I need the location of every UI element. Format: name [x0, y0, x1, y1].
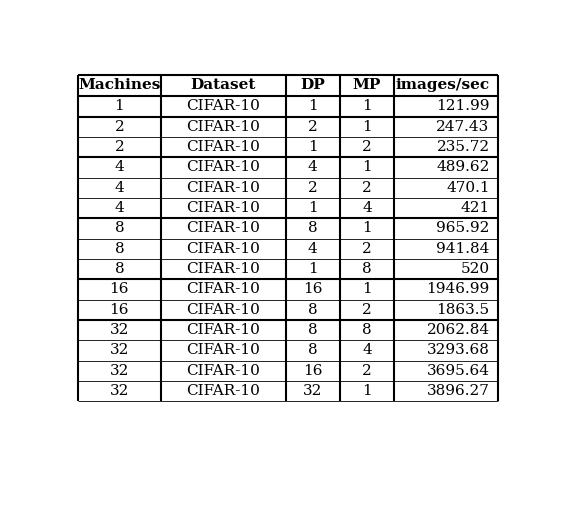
Text: 8: 8: [308, 343, 318, 358]
Text: CIFAR-10: CIFAR-10: [186, 364, 260, 378]
Text: 1: 1: [362, 120, 372, 134]
Text: 16: 16: [303, 364, 323, 378]
Text: CIFAR-10: CIFAR-10: [186, 242, 260, 256]
Text: 421: 421: [460, 201, 490, 215]
Text: 1: 1: [362, 384, 372, 398]
Text: 1: 1: [308, 100, 318, 113]
Text: 2: 2: [362, 242, 372, 256]
Text: CIFAR-10: CIFAR-10: [186, 140, 260, 154]
Text: 16: 16: [110, 303, 129, 316]
Text: 32: 32: [110, 364, 129, 378]
Text: 2: 2: [362, 140, 372, 154]
Text: 8: 8: [362, 323, 372, 337]
Text: 16: 16: [110, 282, 129, 296]
Text: 1: 1: [308, 262, 318, 276]
Text: 1: 1: [115, 100, 124, 113]
Text: 8: 8: [308, 303, 318, 316]
Text: 2062.84: 2062.84: [427, 323, 490, 337]
Text: 1: 1: [362, 100, 372, 113]
Text: 1: 1: [308, 201, 318, 215]
Text: 3293.68: 3293.68: [427, 343, 490, 358]
Text: 4: 4: [362, 201, 372, 215]
Text: 4: 4: [115, 201, 124, 215]
Text: 1863.5: 1863.5: [437, 303, 490, 316]
Text: 2: 2: [362, 181, 372, 195]
Text: MP: MP: [353, 78, 381, 92]
Text: CIFAR-10: CIFAR-10: [186, 262, 260, 276]
Text: 965.92: 965.92: [436, 221, 490, 235]
Text: 520: 520: [460, 262, 490, 276]
Text: 2: 2: [362, 303, 372, 316]
Text: 2: 2: [308, 120, 318, 134]
Text: 32: 32: [110, 323, 129, 337]
Text: CIFAR-10: CIFAR-10: [186, 201, 260, 215]
Text: 235.72: 235.72: [437, 140, 490, 154]
Text: 32: 32: [110, 343, 129, 358]
Text: 247.43: 247.43: [437, 120, 490, 134]
Text: CIFAR-10: CIFAR-10: [186, 100, 260, 113]
Text: CIFAR-10: CIFAR-10: [186, 161, 260, 174]
Text: 1: 1: [362, 282, 372, 296]
Text: 2: 2: [115, 120, 124, 134]
Text: CIFAR-10: CIFAR-10: [186, 384, 260, 398]
Text: CIFAR-10: CIFAR-10: [186, 120, 260, 134]
Text: 8: 8: [115, 221, 124, 235]
Text: 1: 1: [308, 140, 318, 154]
Text: CIFAR-10: CIFAR-10: [186, 221, 260, 235]
Text: CIFAR-10: CIFAR-10: [186, 181, 260, 195]
Text: CIFAR-10: CIFAR-10: [186, 323, 260, 337]
Text: 1: 1: [362, 161, 372, 174]
Text: 3695.64: 3695.64: [427, 364, 490, 378]
Text: DP: DP: [301, 78, 325, 92]
Text: 4: 4: [308, 161, 318, 174]
Text: 32: 32: [110, 384, 129, 398]
Text: 121.99: 121.99: [436, 100, 490, 113]
Text: 32: 32: [303, 384, 323, 398]
Text: CIFAR-10: CIFAR-10: [186, 303, 260, 316]
Text: images/sec: images/sec: [396, 78, 490, 92]
Text: CIFAR-10: CIFAR-10: [186, 282, 260, 296]
Text: 8: 8: [308, 221, 318, 235]
Text: 16: 16: [303, 282, 323, 296]
Text: 8: 8: [362, 262, 372, 276]
Text: Machines: Machines: [78, 78, 161, 92]
Text: 489.62: 489.62: [436, 161, 490, 174]
Text: 8: 8: [115, 262, 124, 276]
Text: Dataset: Dataset: [191, 78, 256, 92]
Text: 2: 2: [308, 181, 318, 195]
Text: 4: 4: [115, 161, 124, 174]
Text: 1946.99: 1946.99: [427, 282, 490, 296]
Text: 4: 4: [308, 242, 318, 256]
Text: 1: 1: [362, 221, 372, 235]
Text: 4: 4: [362, 343, 372, 358]
Text: 2: 2: [362, 364, 372, 378]
Text: 4: 4: [115, 181, 124, 195]
Text: 470.1: 470.1: [446, 181, 490, 195]
Text: 2: 2: [115, 140, 124, 154]
Text: CIFAR-10: CIFAR-10: [186, 343, 260, 358]
Text: 3896.27: 3896.27: [427, 384, 490, 398]
Text: 8: 8: [308, 323, 318, 337]
Text: 8: 8: [115, 242, 124, 256]
Text: 941.84: 941.84: [436, 242, 490, 256]
